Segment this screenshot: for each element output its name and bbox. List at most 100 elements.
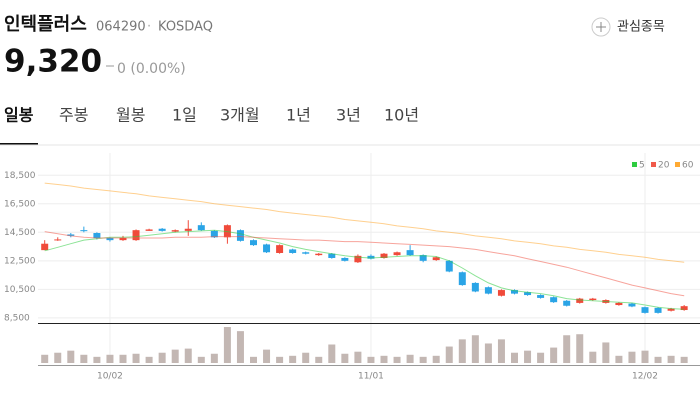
stock-code: 064290	[96, 20, 146, 35]
volume-bar	[432, 355, 440, 363]
x-tick-label: 10/02	[97, 372, 123, 382]
volume-bar	[93, 356, 101, 363]
volume-bar	[197, 356, 205, 363]
volume-bar	[328, 344, 336, 363]
volume-bar	[667, 355, 675, 363]
volume-bar	[223, 327, 231, 363]
legend-label: 60	[682, 161, 694, 171]
volume-bar	[106, 354, 114, 363]
candle-body	[80, 230, 88, 232]
candle-body	[511, 290, 518, 294]
candle-body	[550, 297, 558, 303]
candle-body	[184, 228, 192, 231]
y-tick-label: 12,500	[4, 256, 36, 266]
market: KOSDAQ	[158, 20, 213, 35]
volume-bar	[615, 355, 623, 363]
y-tick-label: 10,500	[4, 285, 36, 295]
volume-bar	[367, 356, 375, 363]
tab[interactable]: 3개월	[220, 106, 260, 125]
watch-label[interactable]: 관심종목	[617, 20, 665, 35]
tab[interactable]: 10년	[384, 106, 419, 125]
volume-bar	[524, 350, 532, 363]
volume-bar	[67, 350, 75, 363]
candle-body	[67, 234, 75, 236]
candle-body	[93, 233, 101, 239]
watch-button[interactable]: 관심종목	[591, 17, 665, 37]
volume-bar	[184, 348, 192, 363]
x-tick-label: 11/01	[358, 372, 384, 382]
candle-body	[341, 257, 349, 261]
volume-bar	[41, 354, 49, 363]
candle-body	[641, 307, 649, 313]
volume-bar	[315, 356, 323, 363]
candle-body	[576, 298, 584, 303]
candle-body	[171, 230, 179, 232]
volume-bar	[458, 339, 466, 363]
candle-body	[393, 252, 401, 256]
candle-body	[563, 300, 571, 306]
candle-body	[54, 239, 62, 241]
candle-body	[432, 257, 440, 261]
volume-bar	[236, 331, 244, 363]
volume-bar	[393, 356, 401, 363]
candle-body	[276, 245, 284, 253]
volume-bar	[602, 342, 610, 363]
y-tick-label: 16,500	[4, 199, 36, 209]
volume-bar	[80, 354, 88, 363]
candle-body	[354, 255, 362, 263]
candle-body	[328, 253, 336, 258]
tab[interactable]: 월봉	[116, 106, 145, 125]
candle-body	[158, 228, 166, 231]
candle-body	[210, 230, 218, 238]
candle-body	[302, 252, 310, 254]
tab[interactable]: 일봉	[4, 106, 34, 125]
candle-body	[471, 282, 479, 292]
candle-body	[524, 292, 532, 296]
volume-bar	[250, 356, 257, 363]
tab[interactable]: 1일	[172, 106, 197, 125]
tab[interactable]: 1년	[286, 106, 311, 125]
candle-body	[654, 307, 662, 313]
tab[interactable]: 3년	[336, 106, 361, 125]
legend-label: 5	[639, 161, 645, 171]
volume-bar	[406, 354, 414, 363]
candle-body	[458, 272, 466, 286]
volume-bar	[354, 351, 362, 363]
volume-bar	[276, 356, 284, 363]
volume-bar	[471, 335, 479, 363]
volume-bar	[628, 351, 636, 363]
volume-bar	[289, 355, 297, 363]
volume-bar	[419, 356, 427, 363]
candle-body	[589, 298, 597, 301]
tab[interactable]: 주봉	[59, 106, 88, 125]
chart: 18,500 16,500 14,500 12,500 10,500 8,500 10/02…	[4, 153, 700, 382]
candle-body	[132, 230, 140, 241]
x-tick-label: 12/02	[632, 372, 658, 382]
volume-bar	[680, 356, 688, 363]
candle-body	[497, 290, 505, 296]
volume-bar	[576, 334, 584, 363]
current-price: 9,320	[4, 44, 102, 80]
volume-bar	[132, 353, 140, 363]
candle-body	[628, 303, 636, 307]
tab-bar: 일봉 주봉 월봉 1일 3개월 1년 3년 10년	[0, 106, 419, 145]
y-tick-label: 8,500	[4, 313, 30, 323]
volume-bar	[511, 352, 518, 363]
volume-bar	[497, 339, 505, 363]
candle-body	[197, 225, 205, 231]
separator: ·	[147, 20, 151, 35]
candle-body	[380, 253, 388, 258]
volume-bar	[654, 356, 662, 363]
y-tick-label: 14,500	[4, 228, 36, 238]
candle-body	[680, 306, 688, 311]
volume-bar	[171, 349, 179, 363]
volume-bar	[54, 352, 62, 363]
volume-bar	[210, 353, 218, 363]
volume-bar	[119, 354, 127, 363]
volume-bar	[145, 356, 153, 363]
candle-body	[667, 308, 675, 311]
volume-bar	[263, 349, 271, 363]
volume-bar	[589, 351, 597, 363]
volume-bar	[563, 335, 571, 363]
